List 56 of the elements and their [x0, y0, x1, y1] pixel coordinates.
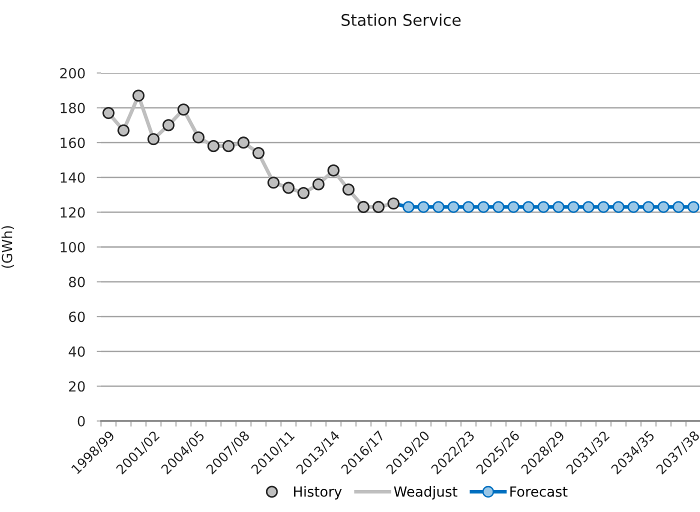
legend-label: Weadjust [394, 486, 458, 500]
point [237, 136, 250, 149]
y-tick-label: 60 [69, 312, 85, 322]
y-tick-label: 200 [60, 68, 85, 78]
point [342, 184, 355, 196]
point [267, 176, 280, 189]
point [642, 201, 654, 213]
y-tick-label: 140 [60, 172, 85, 183]
point [612, 201, 624, 213]
y-tick-label: 180 [60, 102, 85, 114]
y-tick-label: 40 [68, 346, 85, 357]
point [402, 201, 414, 213]
point [418, 201, 430, 213]
point [582, 201, 594, 213]
point [522, 201, 534, 213]
point [357, 200, 370, 214]
point [327, 164, 340, 176]
point [658, 201, 670, 213]
point [672, 201, 684, 213]
chart-title: Station Service [342, 14, 461, 26]
point [598, 201, 610, 213]
point [508, 201, 520, 213]
point [552, 201, 564, 213]
y-tick-label: 20 [69, 381, 85, 392]
y-tick-label: 80 [68, 276, 85, 288]
point [478, 201, 490, 213]
point [448, 201, 460, 213]
legend-label: Forecast [510, 486, 568, 497]
y-axis-title: (GWh) [2, 226, 14, 268]
y-tick-label: 100 [60, 242, 85, 252]
point [312, 178, 325, 190]
point [207, 140, 220, 152]
point [492, 201, 504, 213]
point [147, 133, 160, 146]
point [117, 124, 130, 136]
point [252, 146, 265, 160]
y-tick-label: 0 [78, 416, 85, 426]
point [282, 182, 295, 194]
point [297, 187, 310, 200]
point [372, 200, 385, 214]
legend-label: History [294, 486, 342, 500]
point [177, 103, 190, 116]
point [688, 201, 700, 213]
point [387, 197, 400, 210]
point [132, 90, 145, 102]
point [222, 140, 235, 152]
y-tick-label: 120 [60, 207, 85, 218]
point [192, 131, 205, 144]
point [162, 119, 175, 132]
y-tick-label: 160 [60, 138, 85, 148]
point [102, 106, 115, 120]
point [462, 201, 474, 213]
point [538, 201, 550, 213]
point [628, 201, 640, 213]
point [568, 201, 580, 213]
point [432, 201, 444, 213]
